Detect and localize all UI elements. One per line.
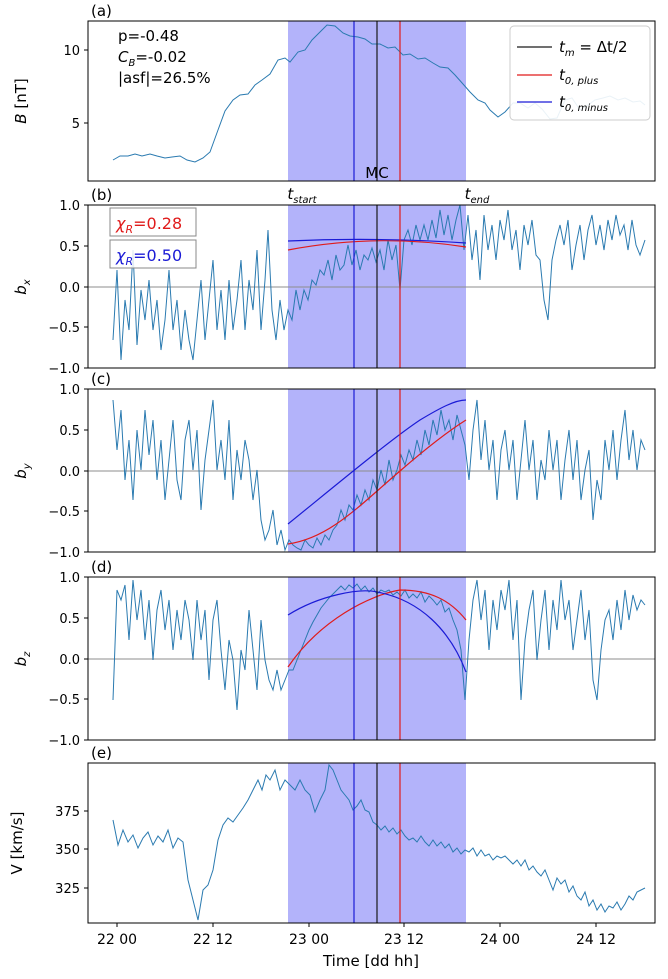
stat-asf: |asf|=26.5% xyxy=(118,69,211,87)
panel-d: 1.0 0.5 0.0 −0.5 −1.0 bz (d) xyxy=(12,558,656,749)
panel-label: (a) xyxy=(91,2,112,20)
panel-a: 5 10 B [nT] (a) p=-0.48 CB=-0.02 |asf|=2… xyxy=(12,2,656,182)
legend-label-plus: t0, plus xyxy=(559,66,598,87)
svg-text:χR=0.28: χR=0.28 xyxy=(115,214,182,236)
panel-e: 375 350 325 V [km/s] (e) xyxy=(8,744,656,924)
x-tick-label: 22 12 xyxy=(193,932,233,948)
panel-label: (c) xyxy=(91,370,111,388)
y-tick-label: −1.0 xyxy=(48,362,80,377)
y-tick-label: −1.0 xyxy=(48,734,80,749)
stat-cb: CB=-0.02 xyxy=(118,48,187,69)
y-tick-label: −0.5 xyxy=(48,693,80,708)
legend-box xyxy=(509,25,651,121)
y-tick-label: 1.0 xyxy=(59,571,80,586)
y-tick-label: −1.0 xyxy=(48,546,80,561)
y-tick-label: −0.5 xyxy=(48,321,80,336)
x-tick-label: 23 00 xyxy=(289,932,329,948)
x-tick-label: 22 00 xyxy=(97,932,137,948)
panel-label: (d) xyxy=(91,558,112,576)
y-axis-label: bx xyxy=(12,279,33,295)
y-axis-label: V [km/s] xyxy=(8,812,26,875)
x-tick-label: 24 12 xyxy=(576,932,616,948)
y-tick-label: 0.5 xyxy=(59,424,80,439)
mc-label: MC xyxy=(365,164,388,182)
panel-label: (e) xyxy=(91,744,112,762)
chi-minus-box: χR=0.50 xyxy=(109,239,197,269)
y-tick-label: 0.0 xyxy=(59,653,80,668)
y-tick-label: 0.0 xyxy=(59,465,80,480)
plot-frame xyxy=(87,20,656,182)
x-axis-label: Time [dd hh] xyxy=(322,952,419,970)
legend: tm = Δt/2 t0, plus t0, minus xyxy=(509,25,651,121)
model-minus xyxy=(287,399,467,525)
y-axis-label: B [nT] xyxy=(12,78,30,123)
y-tick-label: 1.0 xyxy=(59,383,80,398)
y-tick-label: 1.0 xyxy=(59,199,80,214)
y-tick-label: 0.0 xyxy=(59,281,80,296)
stats-annotation: p=-0.48 CB=-0.02 |asf|=26.5% xyxy=(118,27,211,87)
y-tick-label: 325 xyxy=(55,882,80,897)
y-tick-label: 0.5 xyxy=(59,240,80,255)
stat-p: p=-0.48 xyxy=(118,27,179,45)
y-axis-label: bz xyxy=(12,651,33,667)
chi-plus-box: χR=0.28 xyxy=(109,207,197,237)
series-line xyxy=(112,763,646,921)
y-tick-label: 0.5 xyxy=(59,612,80,627)
x-tick-label: 23 12 xyxy=(384,932,424,948)
t-start-label: tstart xyxy=(287,185,317,206)
panel-label: (b) xyxy=(91,186,112,204)
legend-label-tm: tm = Δt/2 xyxy=(559,38,628,59)
model-plus xyxy=(287,589,467,668)
y-axis-label: by xyxy=(12,462,33,479)
x-axis: 22 00 22 12 23 00 23 12 24 00 24 12 Time… xyxy=(97,923,616,970)
svg-text:χR=0.50: χR=0.50 xyxy=(115,246,182,268)
y-tick-label: 10 xyxy=(63,44,80,59)
y-tick-label: −0.5 xyxy=(48,505,80,520)
legend-label-minus: t0, minus xyxy=(559,93,608,114)
y-tick-label: 375 xyxy=(55,805,80,820)
t-end-label: tend xyxy=(465,185,490,206)
x-tick-label: 24 00 xyxy=(480,932,520,948)
y-tick-label: 350 xyxy=(55,843,80,858)
panel-b: 1.0 0.5 0.0 −0.5 −1.0 bx (b) χR=0.28 χR=… xyxy=(12,186,656,377)
y-tick-label: 5 xyxy=(72,117,80,132)
series-line xyxy=(112,399,646,552)
series-line xyxy=(112,205,646,361)
plot-frame xyxy=(87,762,656,924)
panel-c: 1.0 0.5 0.0 −0.5 −1.0 by (c) xyxy=(12,370,656,561)
